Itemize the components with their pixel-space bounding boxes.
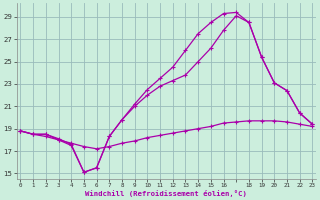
X-axis label: Windchill (Refroidissement éolien,°C): Windchill (Refroidissement éolien,°C) <box>85 190 247 197</box>
